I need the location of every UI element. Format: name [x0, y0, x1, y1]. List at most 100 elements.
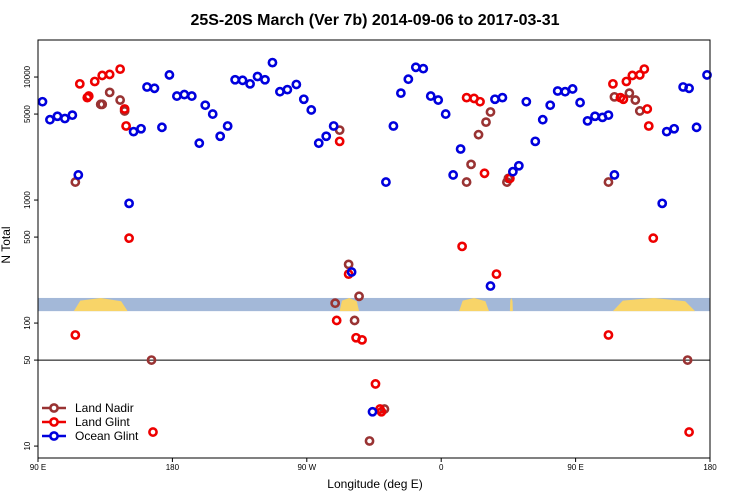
data-point-land-glint	[121, 121, 132, 131]
data-point-ocean-glint	[207, 109, 218, 119]
data-point-land-glint	[83, 91, 94, 101]
data-point-land-glint	[639, 64, 650, 75]
data-point-ocean-glint	[298, 94, 309, 105]
data-point-land-glint	[684, 427, 694, 437]
data-point-land-glint	[334, 136, 345, 147]
data-point-ocean-glint	[291, 79, 302, 90]
data-point-ocean-glint	[684, 83, 694, 94]
data-point-land-nadir	[104, 87, 115, 98]
data-point-ocean-glint	[388, 121, 399, 131]
legend-item-ocean-glint: Ocean Glint	[42, 429, 139, 443]
data-point-land-glint	[643, 121, 654, 131]
data-point-ocean-glint	[367, 406, 378, 417]
data-point-land-nadir	[97, 99, 108, 110]
data-point-ocean-glint	[245, 78, 255, 89]
y-axis-label: N Total	[0, 226, 13, 263]
data-point-ocean-glint	[136, 123, 146, 134]
data-point-land-glint	[89, 76, 100, 87]
y-axis: 10 50 100 500 1000 5000 10000	[23, 65, 38, 451]
data-point-ocean-glint	[252, 71, 263, 82]
chart-title: 25S-20S March (Ver 7b) 2014-09-06 to 201…	[190, 12, 559, 29]
data-point-ocean-glint	[537, 114, 548, 125]
data-point-ocean-glint	[346, 267, 357, 277]
data-point-land-glint	[74, 78, 85, 89]
data-point-land-nadir	[473, 129, 484, 140]
data-point-land-glint	[642, 104, 653, 114]
x-tick-label: 0	[439, 463, 444, 472]
data-point-ocean-glint	[282, 84, 293, 95]
y-tick-label: 1000	[23, 191, 32, 209]
data-point-ocean-glint	[567, 84, 578, 94]
data-point-ocean-glint	[260, 74, 270, 85]
legend-label: Ocean Glint	[75, 429, 139, 443]
data-point-land-nadir	[354, 291, 364, 302]
data-point-ocean-glint	[669, 123, 680, 134]
y-tick-label: 100	[23, 316, 32, 330]
data-point-land-glint	[70, 330, 81, 340]
data-point-land-glint	[491, 269, 502, 280]
data-point-land-nadir	[461, 177, 472, 187]
data-point-ocean-glint	[455, 144, 466, 154]
data-point-ocean-glint	[321, 131, 332, 142]
data-point-ocean-glint	[142, 82, 152, 92]
data-point-land-nadir	[485, 107, 496, 117]
data-point-ocean-glint	[507, 166, 518, 177]
x-axis: 90 E 180 90 W 0 90 E 180	[30, 458, 717, 472]
data-point-land-nadir	[115, 95, 126, 105]
data-point-ocean-glint	[603, 110, 614, 121]
data-point-ocean-glint	[200, 100, 211, 111]
data-point-ocean-glint	[230, 74, 241, 85]
y-tick-label: 10	[23, 441, 32, 450]
data-point-ocean-glint	[433, 95, 444, 105]
data-point-ocean-glint	[194, 138, 205, 149]
data-point-land-nadir	[481, 117, 491, 128]
map-land-mass	[509, 297, 513, 312]
data-point-ocean-glint	[222, 121, 233, 131]
data-point-ocean-glint	[609, 170, 620, 180]
data-point-land-glint	[627, 70, 638, 81]
data-point-ocean-glint	[410, 62, 421, 73]
data-point-land-nadir	[349, 315, 360, 326]
data-point-land-glint	[634, 70, 645, 80]
legend-item-land-nadir: Land Nadir	[42, 401, 134, 415]
data-point-ocean-glint	[313, 138, 324, 149]
data-point-land-glint	[124, 233, 134, 244]
data-point-ocean-glint	[381, 177, 391, 187]
map-land-mass	[339, 297, 360, 312]
data-point-land-glint	[357, 334, 367, 345]
data-point-ocean-glint	[552, 86, 563, 96]
data-point-ocean-glint	[545, 100, 556, 111]
data-point-ocean-glint	[171, 91, 182, 101]
data-point-land-nadir	[624, 88, 635, 99]
data-point-land-glint	[104, 69, 115, 80]
x-tick-label: 90 E	[567, 463, 583, 472]
data-point-ocean-glint	[418, 63, 429, 74]
data-point-land-nadir	[603, 177, 614, 187]
data-point-land-nadir	[146, 355, 157, 365]
data-point-land-nadir	[466, 159, 476, 170]
data-point-ocean-glint	[490, 94, 500, 105]
legend-marker	[49, 417, 59, 427]
data-point-ocean-glint	[521, 96, 532, 107]
data-point-land-nadir	[343, 259, 354, 270]
data-point-land-glint	[603, 330, 614, 340]
data-point-land-glint	[148, 427, 158, 437]
data-point-ocean-glint	[275, 86, 285, 97]
legend-label: Land Nadir	[75, 401, 134, 415]
data-point-ocean-glint	[590, 111, 600, 122]
data-point-ocean-glint	[67, 110, 78, 121]
data-point-land-glint	[475, 96, 485, 107]
map-land-mass	[612, 297, 696, 312]
data-point-land-glint	[97, 70, 108, 81]
data-point-ocean-glint	[425, 91, 436, 101]
data-point-ocean-glint	[124, 198, 134, 209]
x-tick-label: 90 W	[297, 463, 316, 472]
legend-item-land-glint: Land Glint	[42, 415, 130, 429]
x-tick-label: 90 E	[30, 463, 46, 472]
data-point-land-glint	[608, 78, 618, 89]
data-point-ocean-glint	[485, 281, 496, 291]
x-tick-label: 180	[166, 463, 180, 472]
data-point-ocean-glint	[237, 75, 248, 86]
data-point-ocean-glint	[395, 88, 406, 99]
